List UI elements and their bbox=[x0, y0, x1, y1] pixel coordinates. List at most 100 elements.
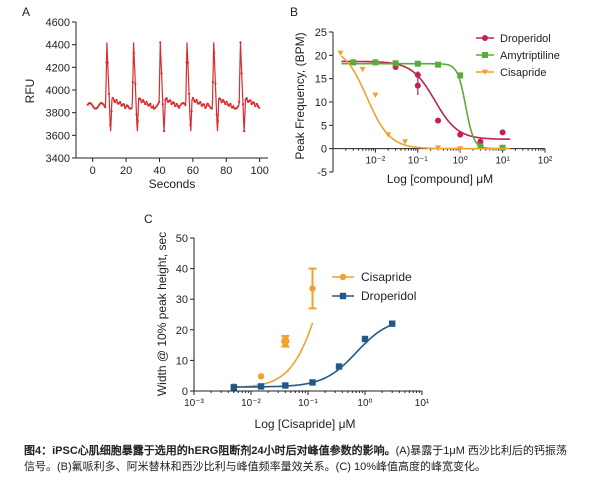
trace-point bbox=[164, 98, 167, 101]
trace-point bbox=[186, 61, 189, 65]
trace-point bbox=[253, 102, 256, 105]
trace-point bbox=[130, 107, 133, 110]
trace-point bbox=[145, 100, 148, 103]
trace-point bbox=[238, 100, 241, 103]
y-tick-label: 4200 bbox=[46, 62, 70, 74]
x-tick-label: 10⁰ bbox=[357, 398, 372, 409]
data-point-droperidol bbox=[499, 129, 506, 136]
trace-point bbox=[169, 99, 172, 102]
x-tick-label: 10⁻¹ bbox=[298, 398, 318, 409]
trace-point bbox=[208, 104, 211, 107]
trace-point bbox=[179, 104, 182, 107]
trace-point bbox=[184, 103, 187, 107]
data-point-cisapride bbox=[359, 66, 366, 73]
panel-a-axes: 3400 3600 3800 4000 4200 4400 4600 0 20 40 60 80 100 bbox=[46, 17, 269, 177]
legend-label: Cisapride bbox=[361, 270, 412, 284]
x-tick-label: 10¹ bbox=[495, 156, 510, 167]
fit-curve-cisapride bbox=[340, 55, 511, 150]
y-tick-label: 5 bbox=[321, 120, 327, 132]
trace-point bbox=[191, 96, 194, 100]
trace-point bbox=[161, 103, 164, 106]
panel-b-ylabel: Peak Frequency, (BPM) bbox=[293, 32, 307, 159]
data-point-droperidol bbox=[361, 335, 369, 343]
data-point-amytriptiline bbox=[435, 61, 442, 68]
x-tick-label: 80 bbox=[220, 165, 232, 177]
y-tick-label: 50 bbox=[176, 233, 188, 245]
panel-a-ylabel: RFU bbox=[23, 79, 37, 104]
trace-point bbox=[141, 99, 144, 102]
panel-b: B -5 0 5 10 15 20 25 10⁻² 10⁻¹ 10⁰ 10¹ 10² Droperid… bbox=[290, 5, 560, 186]
x-tick-label: 20 bbox=[120, 165, 132, 177]
y-tick-label: 3400 bbox=[46, 153, 70, 165]
fit-curve-droperidol bbox=[233, 323, 394, 388]
legend-label: Droperidol bbox=[500, 33, 551, 45]
trace-point bbox=[250, 103, 253, 106]
trace-point bbox=[173, 102, 176, 105]
data-point-amytriptiline bbox=[499, 144, 506, 151]
panel-a: A 3400 3600 3800 4000 4200 4400 4600 0 20 40 60 80 1… bbox=[22, 5, 269, 191]
trace-point bbox=[193, 99, 196, 102]
trace-point bbox=[160, 72, 163, 75]
trace-point bbox=[183, 102, 186, 105]
trace-point bbox=[175, 102, 178, 105]
panel-b-marks bbox=[337, 50, 511, 152]
data-point-cisapride bbox=[457, 146, 464, 152]
trace-point bbox=[210, 107, 213, 110]
trace-point bbox=[241, 103, 245, 106]
trace-point bbox=[132, 51, 136, 54]
legend-marker bbox=[482, 35, 488, 41]
trace-point bbox=[256, 104, 260, 108]
data-point-amytriptiline bbox=[392, 60, 399, 67]
y-tick-label: 3600 bbox=[46, 130, 70, 142]
trace-point bbox=[115, 98, 118, 101]
x-tick-label: 40 bbox=[153, 165, 165, 177]
y-tick-label: 0 bbox=[321, 144, 327, 156]
trace-point bbox=[213, 51, 216, 54]
panel-b-legend: Droperidol Amytriptiline Cisapride bbox=[476, 33, 560, 79]
trace-point bbox=[139, 98, 142, 101]
data-point-amytriptiline bbox=[372, 59, 379, 66]
legend-marker bbox=[482, 52, 488, 58]
data-point-amytriptiline bbox=[457, 72, 464, 79]
data-point-droperidol bbox=[457, 131, 464, 138]
data-point-droperidol bbox=[335, 363, 343, 370]
trace-point bbox=[195, 98, 198, 101]
data-point-cisapride bbox=[372, 92, 379, 98]
fit-curve-cisapride bbox=[233, 322, 314, 389]
trace-point bbox=[220, 101, 223, 104]
trace-point bbox=[112, 99, 116, 102]
trace-point bbox=[165, 97, 168, 100]
trace-point bbox=[114, 100, 117, 104]
trace-point bbox=[106, 61, 109, 65]
y-tick-label: 10 bbox=[315, 97, 327, 109]
trace-point bbox=[170, 103, 173, 106]
trace-point bbox=[190, 110, 193, 113]
trace-point bbox=[254, 105, 257, 108]
y-tick-label: 4400 bbox=[46, 40, 70, 52]
trace-point bbox=[206, 102, 209, 106]
trace-point bbox=[176, 104, 179, 108]
data-point-droperidol bbox=[230, 384, 238, 391]
data-point-cisapride bbox=[337, 50, 344, 56]
y-tick-label: 20 bbox=[176, 325, 188, 337]
trace-point bbox=[159, 41, 162, 44]
trace-point bbox=[155, 105, 158, 108]
panel-c-legend: Cisapride Droperidol bbox=[332, 270, 416, 303]
trace-point bbox=[221, 99, 224, 102]
trace-point bbox=[219, 98, 222, 101]
trace-point bbox=[189, 123, 192, 126]
panel-label-c: C bbox=[144, 212, 153, 226]
trace-point bbox=[214, 82, 217, 85]
trace-point bbox=[163, 130, 166, 133]
y-tick-label: 0 bbox=[182, 386, 188, 398]
y-tick-label: 20 bbox=[315, 50, 327, 62]
trace-point bbox=[109, 123, 112, 126]
trace-point bbox=[244, 98, 247, 101]
caption-text: (A)暴露于1μM 西沙比利后的钙振荡信号。(B)氟哌利多、阿米替林和西沙比利与… bbox=[24, 445, 567, 473]
trace-point bbox=[178, 106, 181, 109]
trace-point bbox=[216, 120, 219, 123]
figure-caption: 图4：iPSC心肌细胞暴露于选用的hERG阻断剂24小时后对峰值参数的影响。(A… bbox=[24, 443, 572, 475]
data-point-amytriptiline bbox=[477, 143, 484, 150]
data-point-cisapride bbox=[385, 132, 392, 138]
data-point-cisapride bbox=[309, 285, 316, 292]
